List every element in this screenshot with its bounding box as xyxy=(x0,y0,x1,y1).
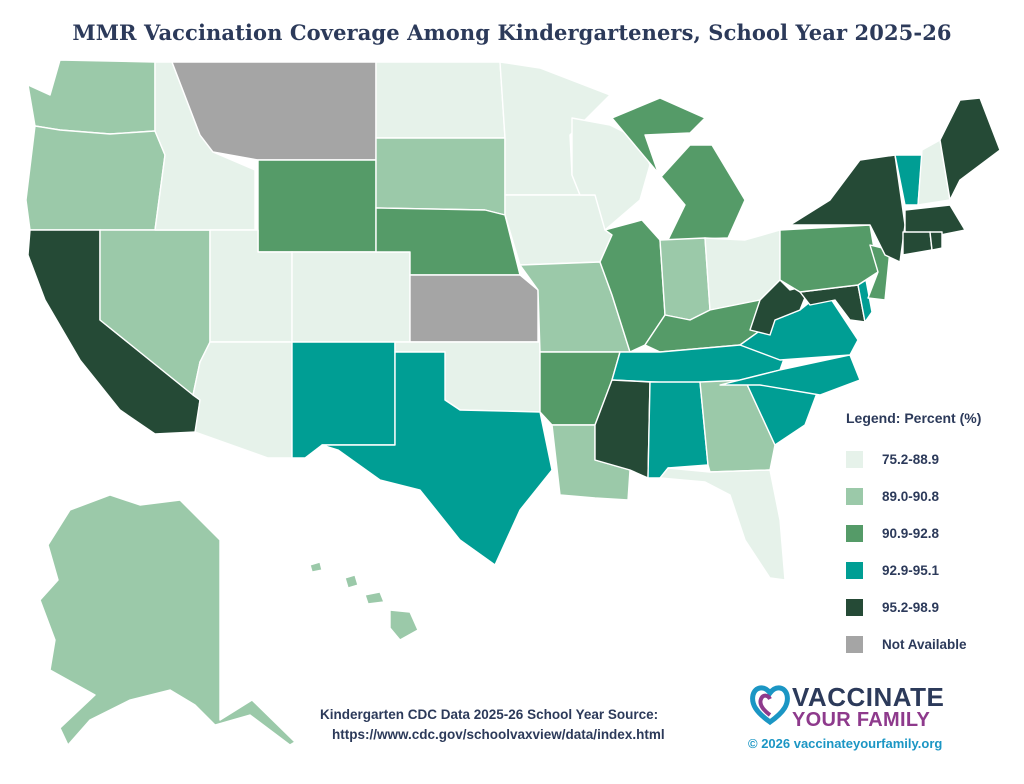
state-HI-2[interactable] xyxy=(344,574,359,589)
state-CT[interactable] xyxy=(902,231,933,256)
state-NM[interactable] xyxy=(291,341,396,459)
brand-name-line-1: VACCINATE xyxy=(792,682,945,712)
legend: Legend: Percent (%) 75.2-88.9 89.0-90.8 … xyxy=(846,410,1016,663)
legend-swatch xyxy=(846,525,863,542)
state-SD[interactable] xyxy=(375,137,506,216)
legend-item: 90.9-92.8 xyxy=(846,515,1016,552)
state-ND[interactable] xyxy=(375,61,506,139)
legend-label: 92.9-95.1 xyxy=(882,563,940,578)
legend-swatch xyxy=(846,636,863,653)
state-WY[interactable] xyxy=(257,159,377,253)
legend-swatch xyxy=(846,562,863,579)
state-MA[interactable] xyxy=(904,204,966,236)
state-KS[interactable] xyxy=(409,274,539,343)
legend-label: 90.9-92.8 xyxy=(882,526,940,541)
source-line-1: Kindergarten CDC Data 2025-26 School Yea… xyxy=(320,707,659,722)
legend-swatch xyxy=(846,451,863,468)
state-NC[interactable] xyxy=(719,354,861,396)
state-WA[interactable] xyxy=(27,59,156,135)
source-url[interactable]: https://www.cdc.gov/schoolvaxview/data/i… xyxy=(332,727,665,742)
brand-name-line-2: YOUR FAMILY xyxy=(792,709,931,731)
state-FL[interactable] xyxy=(659,467,786,581)
state-AK[interactable] xyxy=(39,494,296,746)
state-CO[interactable] xyxy=(291,251,411,343)
state-IL[interactable] xyxy=(599,219,666,353)
legend-item: 75.2-88.9 xyxy=(846,441,1016,478)
state-HI[interactable] xyxy=(389,609,419,641)
state-TX[interactable] xyxy=(321,351,553,566)
legend-item: 89.0-90.8 xyxy=(846,478,1016,515)
legend-item: Not Available xyxy=(846,626,1016,663)
state-ME[interactable] xyxy=(939,97,1001,201)
state-AZ[interactable] xyxy=(192,341,293,459)
legend-swatch xyxy=(846,488,863,505)
state-WV[interactable] xyxy=(749,279,811,336)
legend-item: 95.2-98.9 xyxy=(846,589,1016,626)
state-RI[interactable] xyxy=(929,231,943,251)
legend-label: 75.2-88.9 xyxy=(882,452,940,467)
state-OR[interactable] xyxy=(25,125,166,231)
state-PA[interactable] xyxy=(779,224,879,293)
legend-label: Not Available xyxy=(882,637,967,652)
state-HI-3[interactable] xyxy=(364,591,385,605)
copyright-link[interactable]: © 2026 vaccinateyourfamily.org xyxy=(748,736,943,751)
legend-title: Legend: Percent (%) xyxy=(846,410,982,426)
state-AL[interactable] xyxy=(647,381,709,479)
state-HI-4[interactable] xyxy=(309,561,323,573)
map-title: MMR Vaccination Coverage Among Kindergar… xyxy=(72,20,952,45)
heart-logo-icon xyxy=(750,685,790,726)
source-note: Kindergarten CDC Data 2025-26 School Yea… xyxy=(320,705,700,745)
legend-item: 92.9-95.1 xyxy=(846,552,1016,589)
state-IN[interactable] xyxy=(659,237,711,321)
state-IA[interactable] xyxy=(504,194,613,266)
legend-swatch xyxy=(846,599,863,616)
legend-label: 95.2-98.9 xyxy=(882,600,940,615)
legend-label: 89.0-90.8 xyxy=(882,489,940,504)
